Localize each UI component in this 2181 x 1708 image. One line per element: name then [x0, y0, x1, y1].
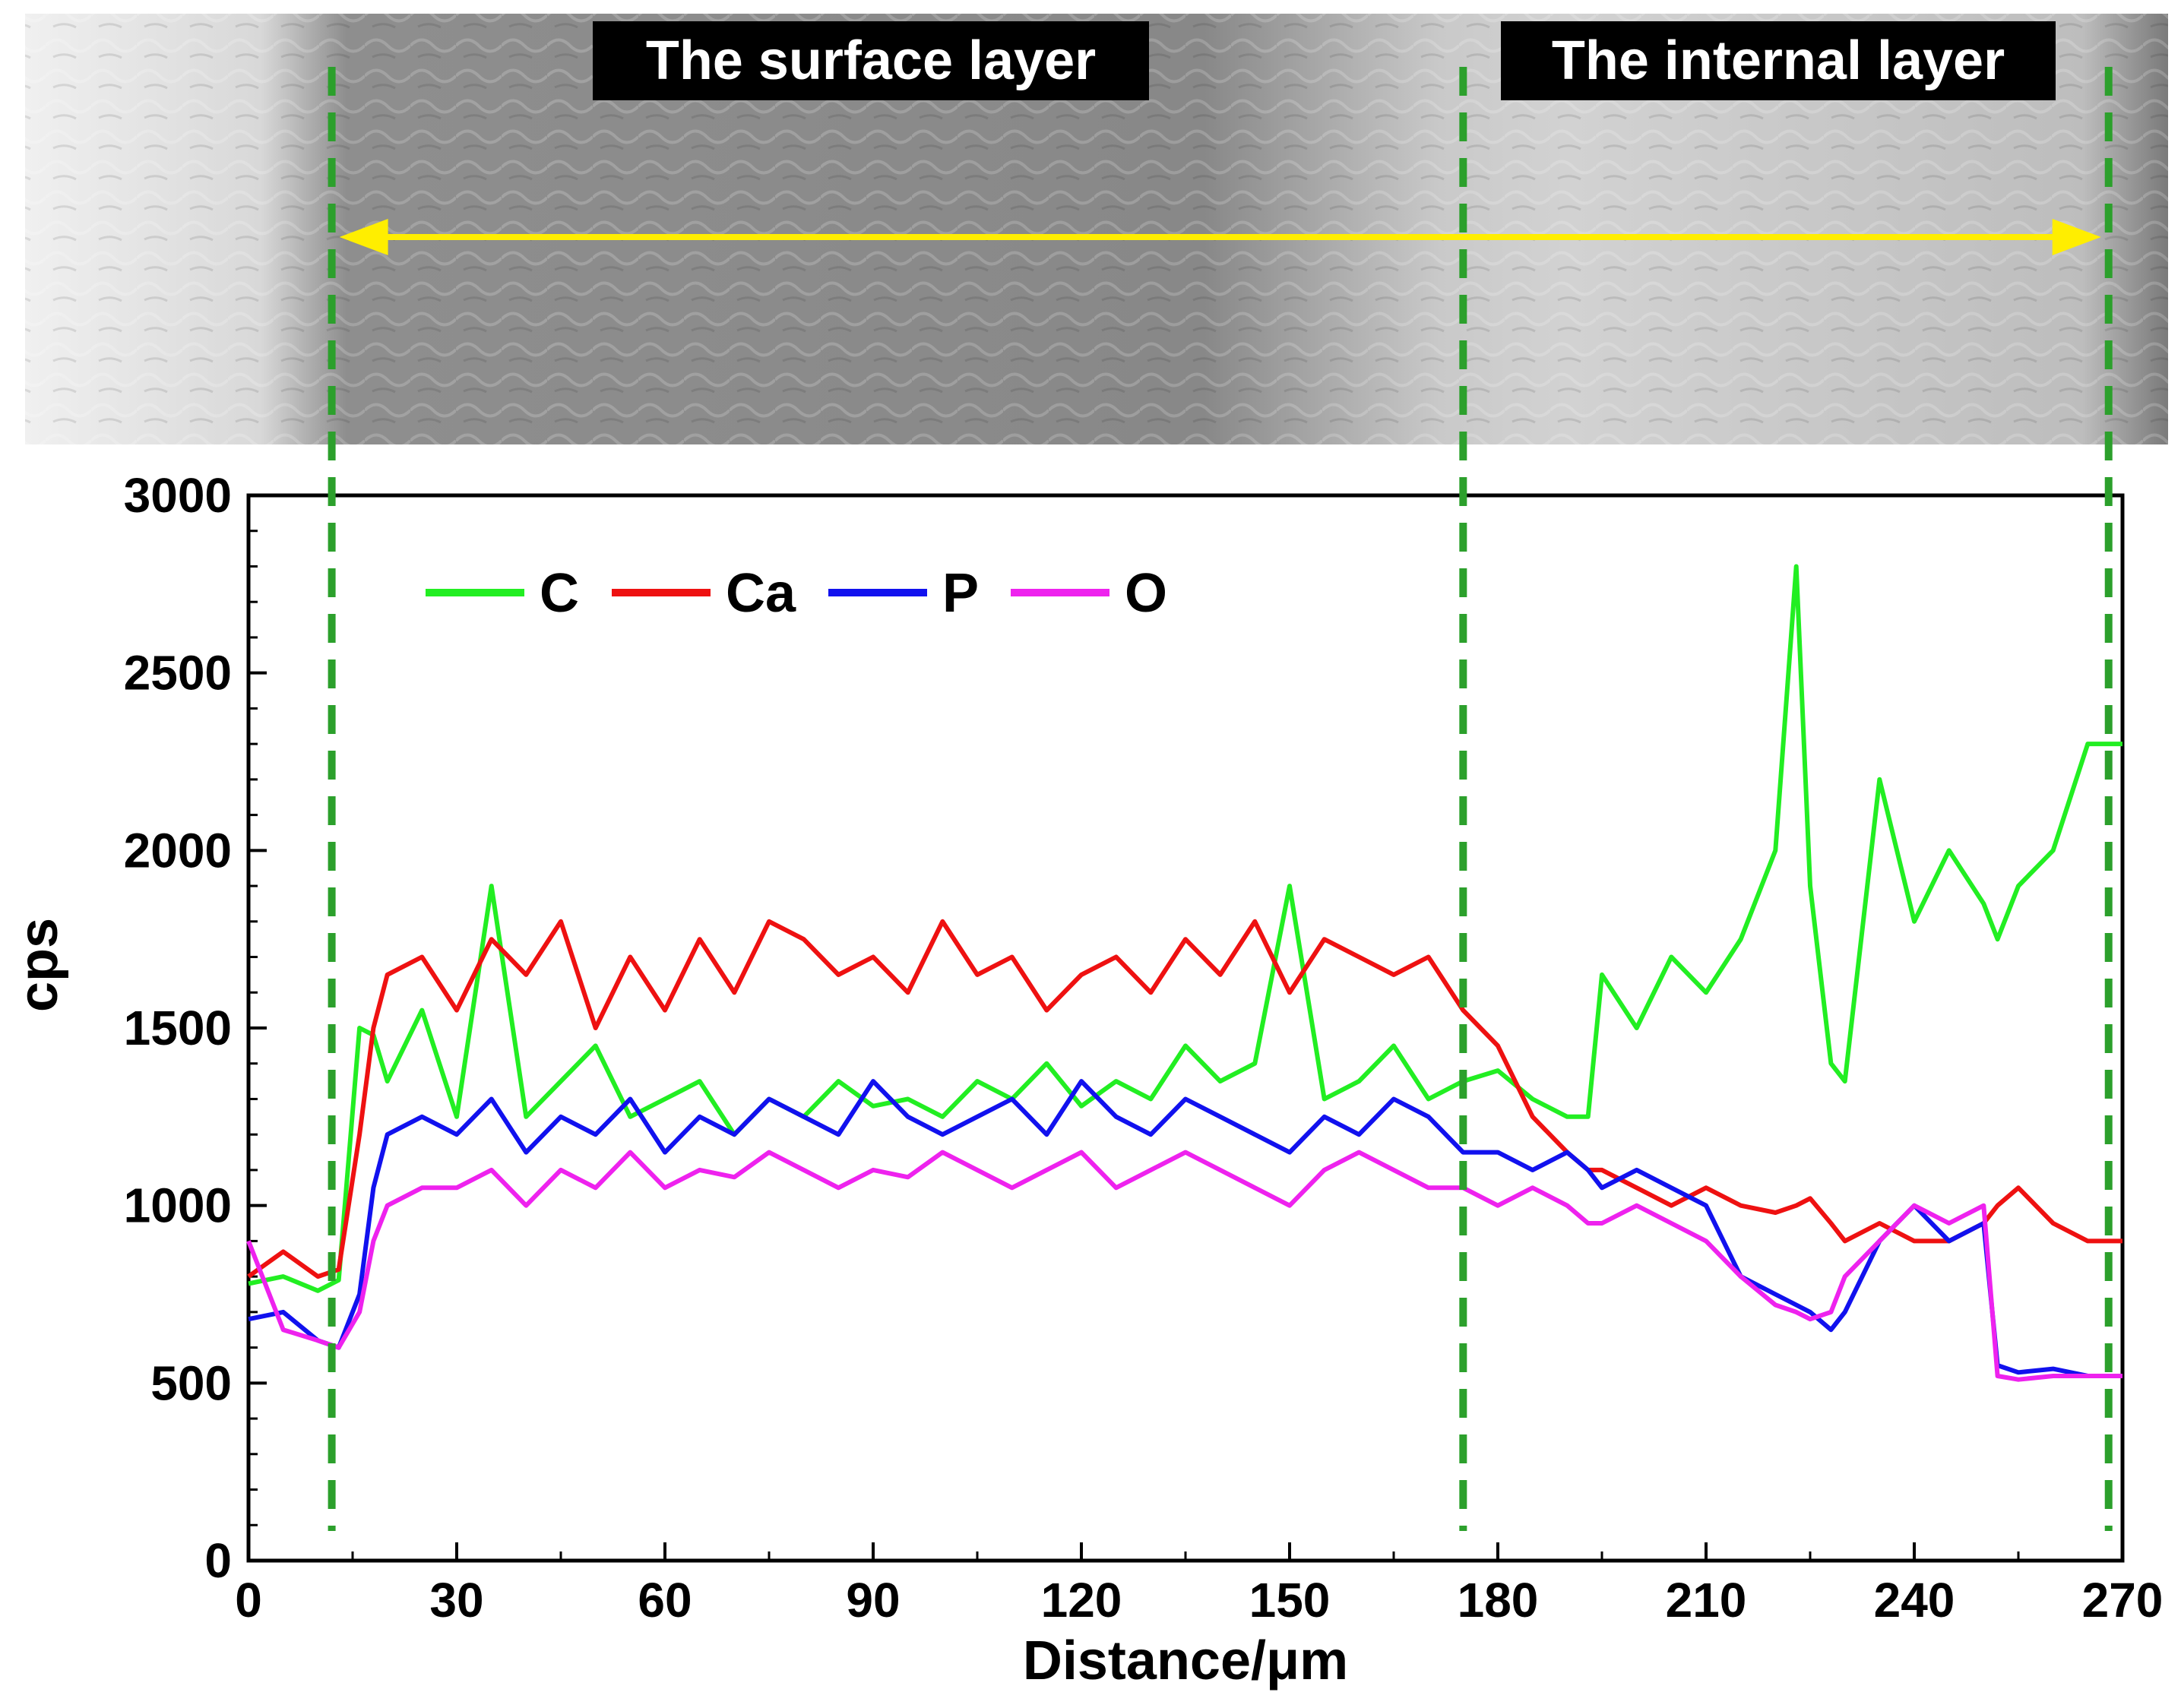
y-tick-label: 1500: [124, 1001, 232, 1055]
y-tick-label: 0: [204, 1533, 232, 1588]
y-tick-label: 1000: [124, 1178, 232, 1233]
legend-item-p: P: [828, 563, 979, 624]
series-line-o: [246, 1150, 2122, 1382]
series-line-p: [248, 1079, 2122, 1378]
y-tick-label: 500: [150, 1355, 232, 1410]
x-tick-label: 240: [1874, 1573, 1955, 1627]
x-tick-label: 150: [1249, 1573, 1331, 1627]
y-tick-label: 2500: [124, 646, 232, 701]
x-tick-label: 120: [1041, 1573, 1122, 1627]
surface-layer-label-text: The surface layer: [646, 30, 1096, 91]
internal-layer-label: The internal layer: [1501, 21, 2056, 100]
x-tick-label: 270: [2082, 1573, 2164, 1627]
y-axis-title: cps: [8, 918, 69, 1012]
layer-boundaries: [328, 67, 2113, 1531]
legend-item-ca: Ca: [612, 563, 796, 624]
surface-layer-label: The surface layer: [593, 21, 1149, 100]
legend: C Ca P O: [426, 563, 1167, 624]
plot-area: [246, 493, 2125, 1563]
x-tick-label: 60: [638, 1573, 692, 1627]
x-tick-label: 30: [429, 1573, 483, 1627]
legend-label-c: C: [540, 563, 579, 624]
legend-item-c: C: [426, 563, 579, 624]
legend-label-ca: Ca: [726, 563, 796, 624]
series-lines: [246, 564, 2122, 1382]
x-axis-title: Distance/μm: [1023, 1631, 1348, 1691]
layer-span-arrow: [339, 219, 2101, 255]
internal-layer-label-text: The internal layer: [1552, 30, 2005, 91]
axis-ticks: 0 30 60 90 120 150 180 210 240 270 0 500 1000 1500 200…: [124, 468, 2164, 1627]
legend-label-o: O: [1125, 563, 1167, 624]
internal-layer-label-background: [1501, 21, 2056, 100]
legend-label-p: P: [942, 563, 979, 624]
y-tick-label: 2000: [124, 823, 232, 878]
arrow-head-left: [339, 219, 388, 255]
x-tick-label: 90: [846, 1573, 900, 1627]
series-line-c: [248, 564, 2122, 1293]
series-line-ca: [247, 919, 2122, 1279]
x-tick-label: 210: [1666, 1573, 1747, 1627]
x-tick-label: 0: [235, 1573, 262, 1627]
surface-layer-label-background: [593, 21, 1149, 100]
legend-item-o: O: [1011, 563, 1167, 624]
y-tick-label: 3000: [124, 468, 232, 523]
arrow-head-right: [2052, 219, 2101, 255]
x-tick-label: 180: [1458, 1573, 1539, 1627]
